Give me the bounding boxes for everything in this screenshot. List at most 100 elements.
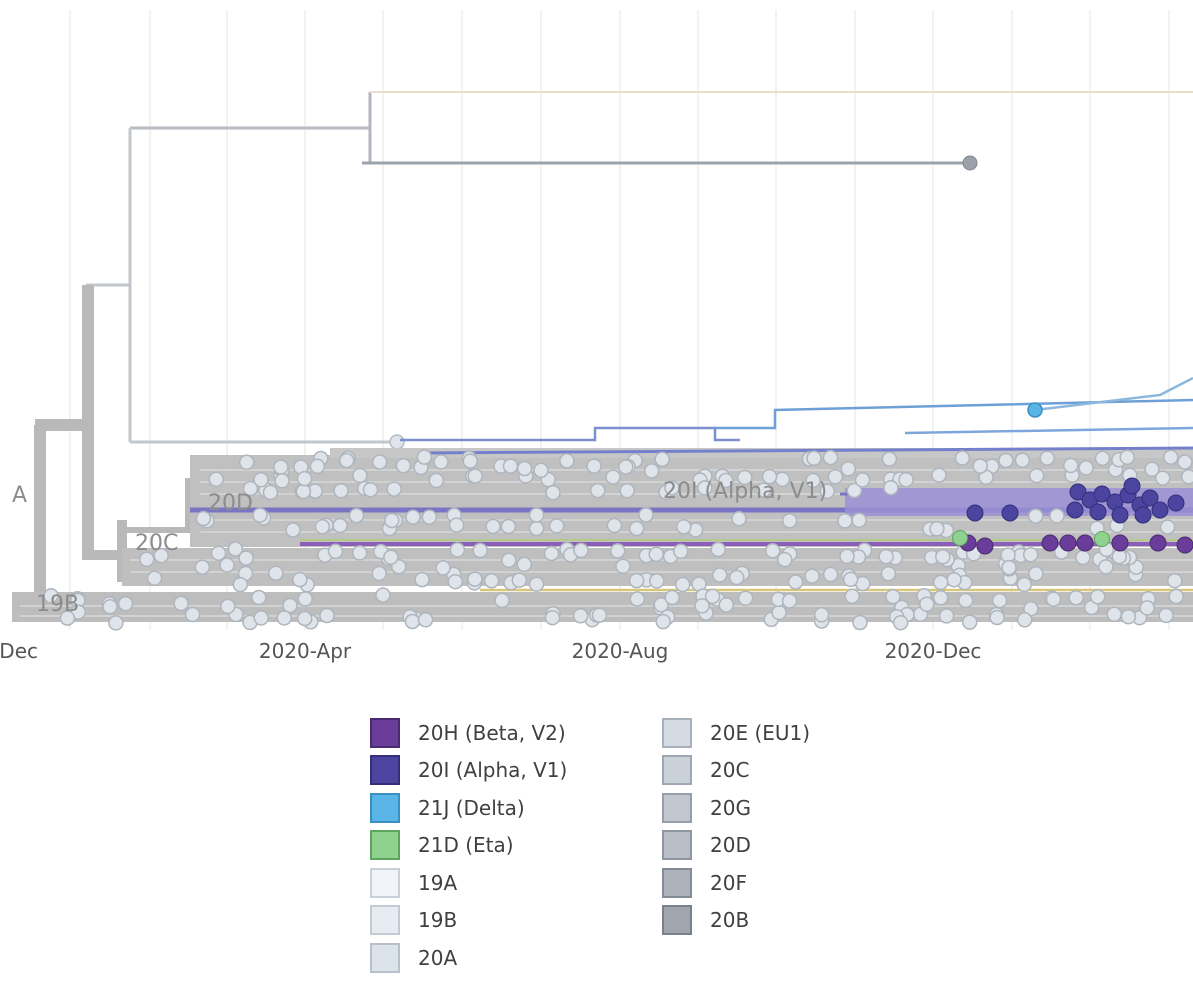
tip-node[interactable] [854, 472, 871, 488]
tip-node[interactable] [804, 568, 820, 584]
tip-node[interactable] [805, 472, 821, 489]
tip-node[interactable] [348, 507, 365, 524]
tip-node[interactable] [1022, 546, 1039, 563]
tip-node[interactable] [932, 574, 949, 591]
tip-node[interactable] [338, 452, 355, 469]
tip-node[interactable] [697, 480, 713, 496]
tip-node[interactable] [615, 558, 631, 575]
tip-node[interactable] [718, 597, 735, 613]
tip-node[interactable] [282, 597, 298, 614]
tip-node[interactable] [806, 450, 822, 466]
tip-node[interactable] [435, 560, 451, 576]
tip-node[interactable] [428, 472, 445, 489]
legend-item-20e[interactable]: 20E (EU1) [662, 714, 810, 752]
tip-node[interactable] [333, 482, 349, 499]
legend-item-19b[interactable]: 19B [370, 902, 567, 940]
tip-node[interactable] [880, 565, 897, 582]
delta-tip-node[interactable] [1027, 402, 1043, 418]
tip-node[interactable] [728, 569, 745, 586]
tip-node[interactable] [629, 591, 646, 607]
tip-node[interactable] [712, 567, 728, 583]
tip-node[interactable] [1098, 559, 1114, 575]
eta-tip-nodes[interactable] [952, 530, 1110, 547]
tip-node[interactable] [919, 596, 935, 612]
tip-node[interactable] [718, 472, 734, 489]
legend-item-20g[interactable]: 20G [662, 789, 810, 827]
tip-node[interactable] [416, 449, 433, 465]
tip-node[interactable] [1075, 549, 1091, 566]
tip-node[interactable] [1120, 608, 1137, 625]
tip-node[interactable] [1111, 548, 1128, 565]
tip-node[interactable] [628, 520, 645, 537]
tip-node[interactable] [938, 608, 955, 624]
tip-node[interactable] [297, 591, 313, 607]
tip-node[interactable] [351, 545, 368, 561]
legend-item-20a[interactable]: 20A [370, 939, 567, 977]
tip-node[interactable] [210, 545, 227, 561]
tip-node[interactable] [898, 471, 914, 488]
tip-node[interactable] [184, 606, 201, 623]
tip-node[interactable] [1027, 508, 1044, 524]
tip-node[interactable] [664, 589, 680, 606]
tip-node[interactable] [1177, 454, 1193, 470]
tip-node[interactable] [417, 612, 434, 628]
tip-node[interactable] [851, 512, 867, 529]
tip-node[interactable] [421, 509, 438, 525]
tip-node[interactable] [227, 541, 244, 557]
tip-node[interactable] [648, 546, 664, 562]
tip-node[interactable] [957, 592, 974, 609]
legend-item-20d[interactable]: 20D [662, 827, 810, 865]
tip-node[interactable] [618, 459, 634, 475]
tip-node[interactable] [559, 453, 575, 469]
tip-node[interactable] [274, 473, 290, 489]
legend-item-20i[interactable]: 20I (Alpha, V1) [370, 752, 567, 790]
tip-node[interactable] [1001, 559, 1017, 576]
tip-node[interactable] [946, 571, 962, 588]
tip-node[interactable] [1167, 572, 1183, 589]
legend-item-20f[interactable]: 20F [662, 864, 810, 902]
tip-node[interactable] [819, 483, 836, 500]
tip-node[interactable] [208, 471, 224, 488]
tip-node[interactable] [285, 522, 301, 538]
tip-node[interactable] [448, 517, 465, 533]
tip-node[interactable] [117, 595, 134, 612]
tip-node[interactable] [1039, 450, 1055, 466]
tip-node[interactable] [673, 543, 689, 560]
tip-node[interactable] [842, 571, 859, 588]
legend-item-20h[interactable]: 20H (Beta, V2) [370, 714, 567, 752]
tip-node[interactable] [502, 458, 519, 474]
tip-node[interactable] [664, 480, 680, 496]
tip-node[interactable] [761, 468, 778, 485]
tip-node[interactable] [449, 542, 466, 558]
tip-node[interactable] [781, 512, 798, 529]
tip-node[interactable] [822, 449, 839, 466]
tip-node[interactable] [483, 573, 500, 589]
tip-node[interactable] [606, 517, 623, 534]
tip-node[interactable] [386, 481, 402, 497]
tip-node[interactable] [395, 457, 412, 474]
tip-node[interactable] [296, 470, 313, 487]
tip-node[interactable] [262, 484, 279, 501]
tip-node[interactable] [389, 434, 405, 450]
tip-node[interactable] [253, 610, 269, 626]
tip-node[interactable] [764, 543, 781, 559]
tip-node[interactable] [932, 590, 949, 606]
tip-node[interactable] [654, 451, 670, 467]
legend-item-19a[interactable]: 19A [370, 864, 567, 902]
tip-node[interactable] [929, 521, 945, 537]
tip-node[interactable] [467, 571, 483, 587]
tip-node[interactable] [892, 614, 909, 631]
tip-node[interactable] [885, 588, 901, 605]
tip-node[interactable] [319, 607, 335, 624]
tip-node[interactable] [383, 549, 399, 565]
tip-node[interactable] [731, 510, 747, 527]
legend-item-21j[interactable]: 21J (Delta) [370, 789, 567, 827]
tip-node[interactable] [1168, 588, 1184, 605]
tip-node[interactable] [1158, 607, 1174, 624]
tip-node[interactable] [881, 451, 898, 467]
tip-node[interactable] [433, 454, 449, 470]
tip-node[interactable] [533, 462, 549, 479]
tip-node[interactable] [589, 482, 606, 499]
tip-node[interactable] [1094, 450, 1111, 467]
tip-node[interactable] [295, 483, 312, 500]
